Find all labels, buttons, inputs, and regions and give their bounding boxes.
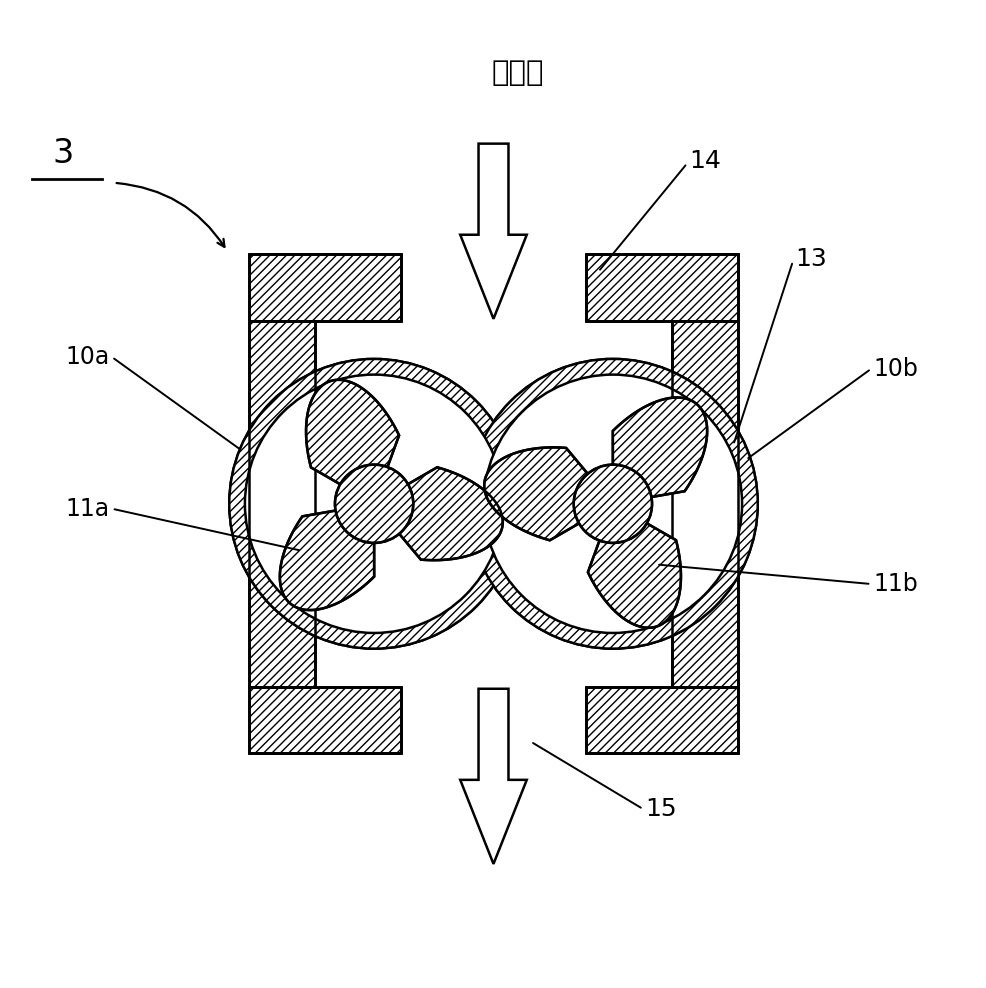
- Polygon shape: [280, 379, 502, 610]
- Circle shape: [483, 374, 741, 633]
- Bar: [248, 321, 316, 687]
- Bar: [586, 687, 738, 753]
- Bar: [670, 321, 738, 687]
- Polygon shape: [459, 143, 527, 319]
- Circle shape: [245, 374, 503, 633]
- Polygon shape: [459, 689, 527, 864]
- Text: 11b: 11b: [873, 572, 917, 596]
- Circle shape: [467, 359, 757, 649]
- Text: 13: 13: [794, 247, 826, 271]
- Bar: [248, 254, 400, 321]
- FancyArrowPatch shape: [116, 183, 224, 247]
- Bar: [586, 254, 738, 321]
- Text: 气体流: 气体流: [491, 59, 543, 87]
- Bar: [586, 254, 738, 321]
- Text: 3: 3: [52, 137, 73, 170]
- Circle shape: [229, 359, 519, 649]
- Text: 10b: 10b: [873, 357, 917, 380]
- Text: 15: 15: [645, 797, 676, 821]
- Text: 11a: 11a: [66, 497, 109, 521]
- Polygon shape: [484, 397, 706, 627]
- Text: 14: 14: [688, 149, 721, 173]
- Bar: [248, 687, 400, 753]
- Bar: [670, 321, 738, 687]
- Bar: [248, 687, 400, 753]
- Bar: [316, 321, 670, 687]
- Circle shape: [573, 464, 652, 543]
- Bar: [586, 687, 738, 753]
- Circle shape: [334, 464, 413, 543]
- Text: 10a: 10a: [65, 345, 109, 369]
- Bar: [248, 321, 316, 687]
- Bar: [248, 254, 400, 321]
